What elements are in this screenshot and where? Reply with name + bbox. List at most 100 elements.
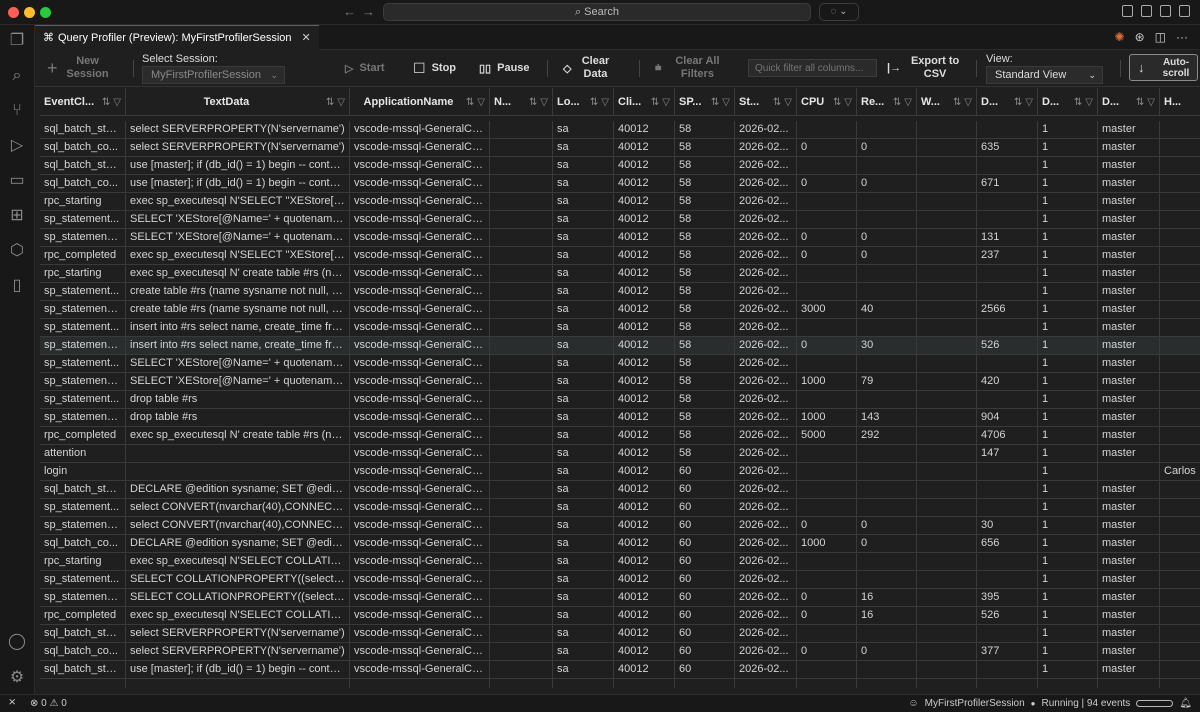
table-row[interactable]: sp_statement_... select CONVERT(nvarchar(… bbox=[40, 517, 1200, 535]
pause-button[interactable]: ▯▯ Pause bbox=[479, 50, 530, 86]
filter-icon[interactable]: ▽ bbox=[1025, 96, 1033, 108]
table-row[interactable]: sql_batch_sta... select SERVERPROPERTY(N'… bbox=[40, 625, 1200, 643]
remote-icon[interactable]: ⨯ bbox=[8, 697, 17, 708]
copilot-button[interactable]: ◌ ⌄ bbox=[819, 3, 859, 21]
table-row[interactable]: sql_batch_sta... use [master]; if (db_id(… bbox=[40, 661, 1200, 679]
stop-button[interactable]: ☐ Stop bbox=[413, 50, 456, 86]
table-row[interactable]: attention vscode-mssql-GeneralCo... sa 4001… bbox=[40, 445, 1200, 463]
forward-arrow-icon[interactable]: → bbox=[362, 4, 375, 19]
filter-icon[interactable]: ▽ bbox=[601, 96, 609, 108]
sort-icon[interactable]: ⇅ bbox=[589, 96, 599, 108]
table-row[interactable]: rpc_completed exec sp_executesql N'SELECT… bbox=[40, 247, 1200, 265]
quick-filter-input[interactable] bbox=[748, 59, 877, 77]
toggle-secondary-sidebar-icon[interactable] bbox=[1179, 5, 1190, 17]
filter-icon[interactable]: ▽ bbox=[113, 96, 121, 108]
table-row[interactable]: sql_batch_sta... select SERVERPROPERTY(N'… bbox=[40, 121, 1200, 139]
problems-indicator[interactable]: ⊗ 0 ⚠ 0 bbox=[30, 698, 67, 709]
sort-icon[interactable]: ⇅ bbox=[325, 96, 335, 108]
close-tab-icon[interactable]: ✕ bbox=[301, 32, 311, 44]
toggle-sidebar-icon[interactable] bbox=[1141, 5, 1152, 17]
notifications-bell-icon[interactable]: 🔔︎ bbox=[1179, 698, 1192, 709]
more-actions-icon[interactable]: ··· bbox=[1176, 30, 1188, 44]
filter-icon[interactable]: ▽ bbox=[964, 96, 972, 108]
column-header-spid[interactable]: SP... ⇅ ▽ bbox=[675, 88, 735, 116]
session-select[interactable]: MyFirstProfilerSession ⌄ bbox=[142, 66, 285, 84]
maximize-window-button[interactable] bbox=[40, 7, 51, 18]
back-arrow-icon[interactable]: ← bbox=[343, 4, 356, 19]
explorer-icon[interactable]: ❐ bbox=[9, 32, 25, 49]
table-row[interactable]: sql_batch_sta... use [master]; if (db_id(… bbox=[40, 157, 1200, 175]
sort-icon[interactable]: ⇅ bbox=[101, 96, 111, 108]
table-row[interactable]: sql_batch_sta... DECLARE @edition sysname… bbox=[40, 481, 1200, 499]
notebook-icon[interactable]: ▯ bbox=[12, 277, 22, 294]
sort-icon[interactable]: ⇅ bbox=[832, 96, 842, 108]
table-row[interactable]: rpc_starting exec sp_executesql N'SELECT … bbox=[40, 193, 1200, 211]
new-session-button[interactable]: + New Session bbox=[47, 50, 112, 86]
auto-scroll-toggle[interactable]: ↓ Auto-scroll bbox=[1129, 54, 1198, 81]
table-row[interactable]: sp_statement_... insert into #rs select n… bbox=[40, 337, 1200, 355]
column-header-host-name[interactable]: H... bbox=[1160, 88, 1200, 116]
table-row[interactable]: sql_batch_co... DECLARE @edition sysname;… bbox=[40, 535, 1200, 553]
filter-icon[interactable]: ▽ bbox=[1147, 96, 1155, 108]
clear-data-button[interactable]: ◇ Clear Data bbox=[563, 50, 613, 86]
tab-query-profiler[interactable]: ⌘ Query Profiler (Preview): MyFirstProfil… bbox=[35, 25, 319, 50]
status-session-name[interactable]: MyFirstProfilerSession bbox=[924, 698, 1025, 709]
table-row[interactable]: sp_statement... select CONVERT(nvarchar(4… bbox=[40, 499, 1200, 517]
layout-icon[interactable] bbox=[1122, 5, 1133, 17]
column-header-writes[interactable]: W... ⇅ ▽ bbox=[917, 88, 977, 116]
filter-icon[interactable]: ▽ bbox=[337, 96, 345, 108]
table-row[interactable]: rpc_completed exec sp_executesql N' creat… bbox=[40, 427, 1200, 445]
filter-icon[interactable]: ▽ bbox=[477, 96, 485, 108]
sort-icon[interactable]: ⇅ bbox=[1135, 96, 1145, 108]
column-header-nt-user-name[interactable]: N... ⇅ ▽ bbox=[490, 88, 553, 116]
clear-all-filters-button[interactable]: ⩧ Clear All Filters bbox=[655, 50, 727, 86]
table-row[interactable]: rpc_starting exec sp_executesql N'SELECT … bbox=[40, 553, 1200, 571]
table-row[interactable]: login vscode-mssql-GeneralCo... sa 40012 60 2… bbox=[40, 463, 1200, 481]
column-header-application-name[interactable]: ApplicationName ⇅ ▽ bbox=[350, 88, 490, 116]
filter-icon[interactable]: ▽ bbox=[722, 96, 730, 108]
settings-gear-icon[interactable]: ⚙ bbox=[9, 669, 25, 686]
table-row[interactable]: sql_batch_co... select SERVERPROPERTY(N's… bbox=[40, 643, 1200, 661]
sort-icon[interactable]: ⇅ bbox=[772, 96, 782, 108]
command-search[interactable]: ⌕ Search bbox=[383, 3, 811, 21]
copilot-status-icon[interactable]: ☺ bbox=[908, 698, 919, 709]
sort-icon[interactable]: ⇅ bbox=[465, 96, 475, 108]
table-row[interactable]: sp_statement_... SELECT 'XEStore[@Name=' … bbox=[40, 229, 1200, 247]
run-debug-icon[interactable]: ▷ bbox=[10, 137, 24, 154]
column-header-login-name[interactable]: Lo... ⇅ ▽ bbox=[553, 88, 614, 116]
chat-icon[interactable]: ⊛ bbox=[1134, 30, 1145, 44]
table-row[interactable]: sp_statement_... create table #rs (name s… bbox=[40, 301, 1200, 319]
column-header-cpu[interactable]: CPU ⇅ ▽ bbox=[797, 88, 857, 116]
filter-icon[interactable]: ▽ bbox=[540, 96, 548, 108]
column-header-reads[interactable]: Re... ⇅ ▽ bbox=[857, 88, 917, 116]
account-icon[interactable]: ◯ bbox=[8, 633, 26, 650]
database-icon[interactable]: ⬡ bbox=[10, 242, 24, 259]
table-row[interactable]: sp_statement... insert into #rs select na… bbox=[40, 319, 1200, 337]
table-row[interactable]: rpc_completed exec sp_executesql N'SELECT… bbox=[40, 607, 1200, 625]
sort-icon[interactable]: ⇅ bbox=[1073, 96, 1083, 108]
sort-icon[interactable]: ⇅ bbox=[892, 96, 902, 108]
table-row[interactable]: sql_batch_co... use [master]; if (db_id()… bbox=[40, 175, 1200, 193]
table-row[interactable]: sql_batch_co... select SERVERPROPERTY(N's… bbox=[40, 139, 1200, 157]
filter-icon[interactable]: ▽ bbox=[662, 96, 670, 108]
sort-icon[interactable]: ⇅ bbox=[1013, 96, 1023, 108]
close-window-button[interactable] bbox=[8, 7, 19, 18]
filter-icon[interactable]: ▽ bbox=[784, 96, 792, 108]
export-csv-button[interactable]: |→ Export to CSV bbox=[887, 50, 963, 86]
view-select[interactable]: Standard View ⌄ bbox=[986, 66, 1103, 84]
column-header-duration[interactable]: D... ⇅ ▽ bbox=[977, 88, 1038, 116]
start-button[interactable]: ▷ Start bbox=[345, 50, 385, 86]
filter-icon[interactable]: ▽ bbox=[844, 96, 852, 108]
table-row[interactable]: sp_statement_... SELECT COLLATIONPROPERTY… bbox=[40, 589, 1200, 607]
table-row[interactable]: sp_statement... SELECT 'XEStore[@Name=' +… bbox=[40, 211, 1200, 229]
filter-icon[interactable]: ▽ bbox=[904, 96, 912, 108]
filter-icon[interactable]: ▽ bbox=[1085, 96, 1093, 108]
sort-icon[interactable]: ⇅ bbox=[952, 96, 962, 108]
sort-icon[interactable]: ⇅ bbox=[528, 96, 538, 108]
table-row[interactable]: sp_statement... create table #rs (name sy… bbox=[40, 283, 1200, 301]
toggle-panel-icon[interactable] bbox=[1160, 5, 1171, 17]
table-row[interactable]: sp_statement_... SELECT 'XEStore[@Name=' … bbox=[40, 373, 1200, 391]
table-row[interactable] bbox=[40, 679, 1200, 688]
source-control-icon[interactable]: ⑂ bbox=[12, 102, 22, 119]
column-header-start-time[interactable]: St... ⇅ ▽ bbox=[735, 88, 797, 116]
